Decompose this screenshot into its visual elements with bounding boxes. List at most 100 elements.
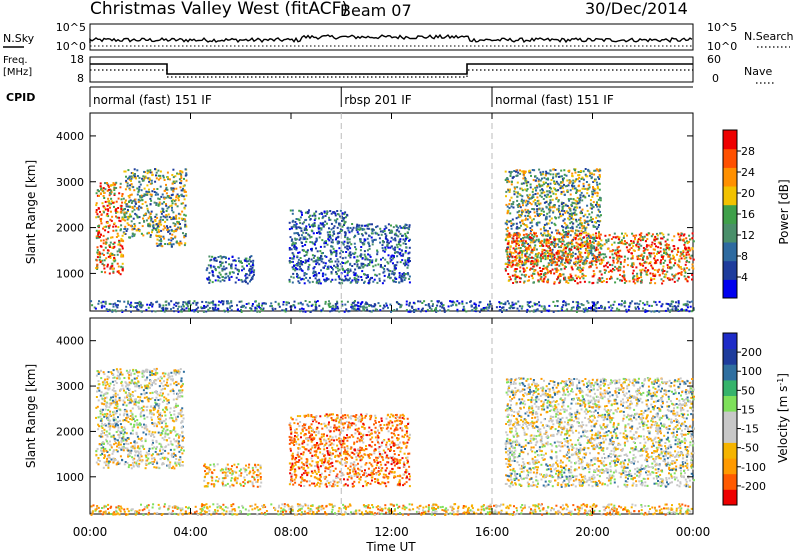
range-cell — [432, 303, 434, 305]
range-cell — [122, 235, 124, 237]
range-cell — [392, 262, 394, 264]
range-cell — [463, 306, 465, 308]
range-cell — [241, 301, 243, 303]
range-cell — [372, 281, 374, 283]
range-cell — [355, 304, 357, 306]
range-cell — [594, 192, 596, 194]
range-cell — [543, 198, 545, 200]
range-cell — [316, 239, 318, 241]
range-cell — [644, 261, 646, 263]
range-cell — [394, 247, 396, 249]
range-cell — [595, 204, 597, 206]
range-cell — [571, 216, 573, 218]
range-cell — [638, 308, 640, 310]
range-cell — [185, 172, 187, 174]
range-cell — [136, 215, 138, 217]
range-cell — [151, 211, 153, 213]
range-cell — [501, 311, 503, 313]
range-cell — [363, 282, 365, 284]
range-cell — [548, 172, 550, 174]
range-cell — [173, 181, 175, 183]
range-cell — [221, 262, 223, 264]
range-cell — [575, 253, 577, 255]
range-cell — [547, 266, 549, 268]
range-cell — [417, 300, 419, 302]
range-cell — [636, 273, 638, 275]
range-cell — [117, 254, 119, 256]
range-cell — [505, 204, 507, 206]
range-cell — [553, 182, 555, 184]
range-cell — [508, 276, 510, 278]
range-cell — [530, 184, 532, 186]
range-cell — [413, 302, 415, 304]
range-cell — [565, 259, 567, 261]
range-cell — [558, 259, 560, 261]
range-cell — [292, 220, 294, 222]
range-cell — [118, 192, 120, 194]
range-cell — [168, 214, 170, 216]
nsky-left-tick-bottom: 10^0 — [56, 40, 86, 53]
range-cell — [565, 204, 567, 206]
range-cell — [587, 233, 589, 235]
range-cell — [518, 236, 520, 238]
range-cell — [110, 211, 112, 213]
range-cell — [100, 245, 102, 247]
range-cell — [128, 201, 130, 203]
range-cell — [600, 248, 602, 250]
range-cell — [143, 171, 145, 173]
range-cell — [179, 178, 181, 180]
range-cell — [376, 282, 378, 284]
range-cell — [516, 223, 518, 225]
range-cell — [572, 182, 574, 184]
range-cell — [292, 226, 294, 228]
range-cell — [465, 310, 467, 312]
range-cell — [634, 303, 636, 305]
range-cell — [103, 254, 105, 256]
range-cell — [337, 270, 339, 272]
range-cell — [529, 269, 531, 271]
range-cell — [111, 263, 113, 265]
range-cell — [575, 238, 577, 240]
range-cell — [608, 271, 610, 273]
range-cell — [604, 243, 606, 245]
range-cell — [553, 193, 555, 195]
range-cell — [557, 310, 559, 312]
range-cell — [129, 176, 131, 178]
range-cell — [523, 200, 525, 202]
range-cell — [389, 277, 391, 279]
range-cell — [403, 239, 405, 241]
range-cell — [369, 261, 371, 263]
range-cell — [510, 278, 512, 280]
range-cell — [439, 305, 441, 307]
range-cell — [579, 281, 581, 283]
range-cell — [234, 259, 236, 261]
range-cell — [131, 220, 133, 222]
range-cell — [390, 225, 392, 227]
range-cell — [536, 224, 538, 226]
range-cell — [338, 276, 340, 278]
range-cell — [575, 275, 577, 277]
range-cell — [148, 189, 150, 191]
range-cell — [540, 260, 542, 262]
range-cell — [563, 205, 565, 207]
range-cell — [125, 306, 127, 308]
range-cell — [296, 218, 298, 220]
range-cell — [339, 231, 341, 233]
range-cell — [305, 261, 307, 263]
range-cell — [240, 279, 242, 281]
range-cell — [505, 263, 507, 265]
range-cell — [100, 182, 102, 184]
range-cell — [214, 304, 216, 306]
range-cell — [625, 309, 627, 311]
range-cell — [305, 219, 307, 221]
range-cell — [646, 258, 648, 260]
range-cell — [320, 269, 322, 271]
range-cell — [313, 232, 315, 234]
range-cell — [605, 256, 607, 258]
range-cell — [223, 310, 225, 312]
range-cell — [110, 242, 112, 244]
range-cell — [620, 261, 622, 263]
range-cell — [167, 231, 169, 233]
range-cell — [322, 267, 324, 269]
range-cell — [313, 272, 315, 274]
